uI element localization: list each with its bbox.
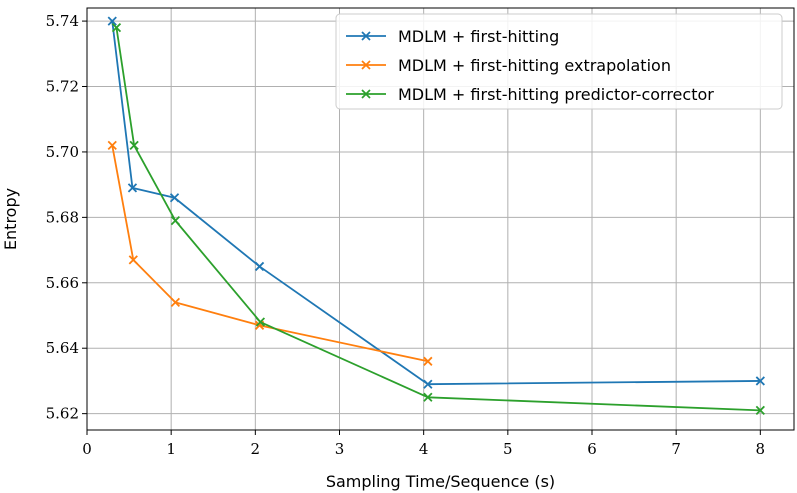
y-axis-label: Entropy: [1, 188, 20, 250]
data-point: [755, 376, 765, 386]
data-point: [127, 183, 138, 193]
x-tick-label: 3: [335, 440, 345, 458]
legend-entry: MDLM + first-hitting extrapolation: [346, 56, 671, 75]
series-line: [111, 145, 429, 363]
y-tick-label: 5.72: [46, 78, 79, 96]
data-point: [423, 356, 433, 366]
data-point: [423, 392, 433, 402]
y-tick-label: 5.66: [46, 274, 79, 292]
x-tick-label: 4: [419, 440, 429, 458]
ticks: 0 1 2 3 4 5 6 7 8 5.62 5.64 5.66 5.68 5.70 5.72 5.74: [46, 12, 766, 458]
legend-marker: [361, 89, 371, 99]
data-point: [255, 317, 266, 327]
series-line: [115, 27, 761, 412]
series-layer: [107, 16, 765, 416]
legend: MDLM + first-hitting MDLM + first-hitting…: [335, 13, 783, 110]
data-point: [755, 405, 765, 416]
legend-box: [335, 13, 783, 110]
y-tick-label: 5.74: [46, 12, 79, 30]
legend-marker: [361, 60, 371, 70]
x-tick-label: 1: [166, 440, 176, 458]
data-point: [254, 261, 265, 272]
x-tick-label: 6: [587, 440, 597, 458]
y-tick-label: 5.62: [46, 405, 79, 423]
data-point: [107, 16, 117, 26]
x-tick-label: 8: [756, 440, 766, 458]
series-2: [111, 22, 765, 416]
x-tick-label: 7: [671, 440, 681, 458]
legend-marker: [361, 31, 371, 41]
data-point: [170, 215, 181, 226]
y-tick-label: 5.64: [46, 339, 79, 357]
legend-entry: MDLM + first-hitting: [346, 27, 559, 46]
data-point: [111, 22, 122, 33]
data-point: [423, 379, 433, 389]
x-axis-label: Sampling Time/Sequence (s): [326, 472, 555, 491]
series-0: [107, 16, 765, 389]
plot-frame: [86, 7, 795, 431]
data-point: [129, 140, 139, 151]
legend-label: MDLM + first-hitting predictor-corrector: [398, 85, 714, 104]
data-point: [107, 140, 117, 151]
legend-label: MDLM + first-hitting extrapolation: [398, 56, 671, 75]
data-point: [128, 255, 138, 265]
series-1: [107, 140, 433, 366]
data-point: [169, 193, 180, 203]
series-line: [111, 20, 761, 386]
x-tick-label: 2: [251, 440, 261, 458]
legend-label: MDLM + first-hitting: [398, 27, 559, 46]
x-tick-label: 5: [503, 440, 513, 458]
x-tick-label: 0: [82, 440, 92, 458]
data-point: [170, 297, 181, 308]
y-tick-label: 5.68: [46, 208, 79, 226]
y-tick-label: 5.70: [46, 143, 79, 161]
legend-entry: MDLM + first-hitting predictor-corrector: [346, 85, 714, 104]
